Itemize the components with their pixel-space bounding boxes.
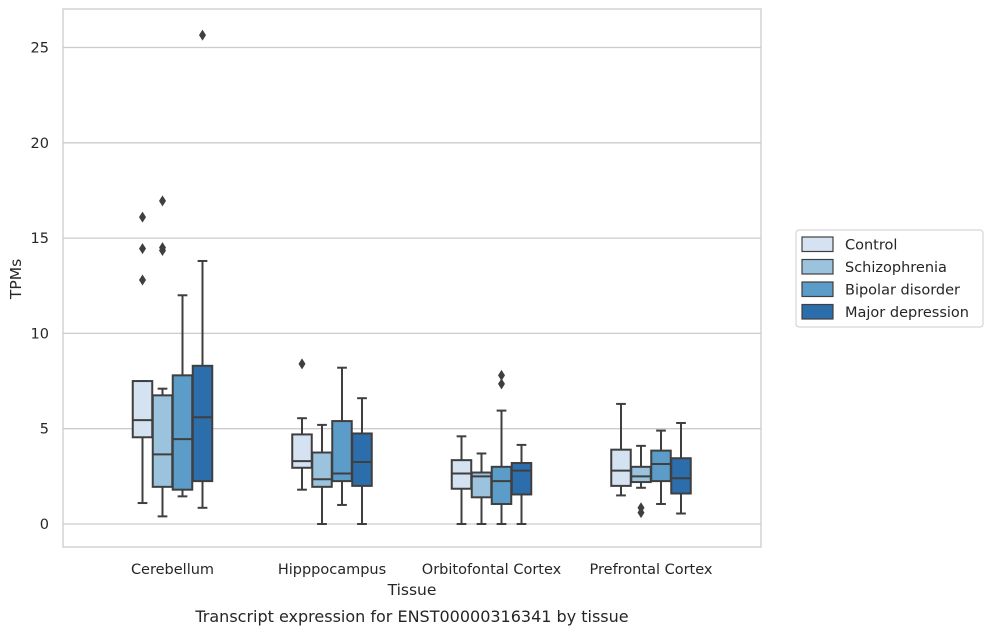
y-tick-label: 5 [40,422,49,438]
boxes [131,29,692,525]
box-iqr [171,374,194,491]
x-tick-label: Hipppocampus [278,562,386,578]
y-tick-label: 15 [31,231,49,247]
box-control [610,402,632,497]
box-iqr [351,432,373,487]
box-iqr [610,448,632,487]
outlier-point [498,378,505,390]
box-iqr [151,394,174,488]
outlier-point [637,507,645,519]
box-schizophrenia [470,452,493,525]
legend-label: Control [845,238,897,254]
box-schizophrenia [311,423,333,525]
x-tick-label: Prefrontal Cortex [590,562,713,578]
box-control [450,435,473,525]
outlier-point [159,244,166,256]
x-axis-ticks: Cerebellum Hipppocampus Orbitofontal Corte… [131,562,713,578]
box-iqr [630,465,652,484]
legend-label: Bipolar disorder [845,283,960,299]
box-iqr [291,433,313,469]
y-tick-label: 25 [31,41,49,57]
outlier-point [139,274,146,286]
legend-swatch [801,281,834,298]
outlier-point [498,369,505,381]
box-iqr [650,449,672,483]
y-axis-ticks: 0 5 10 15 20 25 [31,41,49,534]
box-major-depression [351,397,373,525]
box-major-depression [510,443,533,525]
x-tick-label: Orbitofontal Cortex [422,562,562,578]
box-schizophrenia [151,195,174,518]
outlier-point [139,211,146,223]
box-iqr [131,380,154,439]
box-control [131,211,154,505]
box-major-depression [191,29,214,509]
box-bipolar-disorder [331,366,353,506]
x-tick-label: Cerebellum [131,562,214,578]
outlier-point [159,195,166,207]
legend-frame [795,229,984,328]
y-tick-label: 10 [31,326,49,342]
y-axis-label: TPMs [7,259,25,300]
box-bipolar-disorder [490,369,513,525]
y-tick-label: 0 [40,517,49,533]
outlier-point [139,243,146,255]
legend-swatch [801,258,834,275]
outlier-point [199,29,206,41]
legend-swatch [801,236,834,253]
box-iqr [311,451,333,488]
box-major-depression [670,421,692,515]
legend: Control Schizophrenia Bipolar disorder Majo… [795,229,984,328]
box-iqr [670,457,692,495]
box-iqr [490,465,513,505]
x-axis-label: Tissue [387,581,437,599]
chart-caption: Transcript expression for ENST0000031634… [194,607,628,626]
outlier-point [298,358,306,370]
legend-swatch [801,303,834,320]
box-control [291,358,313,491]
box-bipolar-disorder [171,294,194,498]
y-tick-label: 20 [31,136,49,152]
box-iqr [191,364,214,483]
box-iqr [331,420,353,483]
legend-label: Major depression [845,305,969,321]
legend-label: Schizophrenia [845,260,947,276]
box-iqr [510,462,533,496]
